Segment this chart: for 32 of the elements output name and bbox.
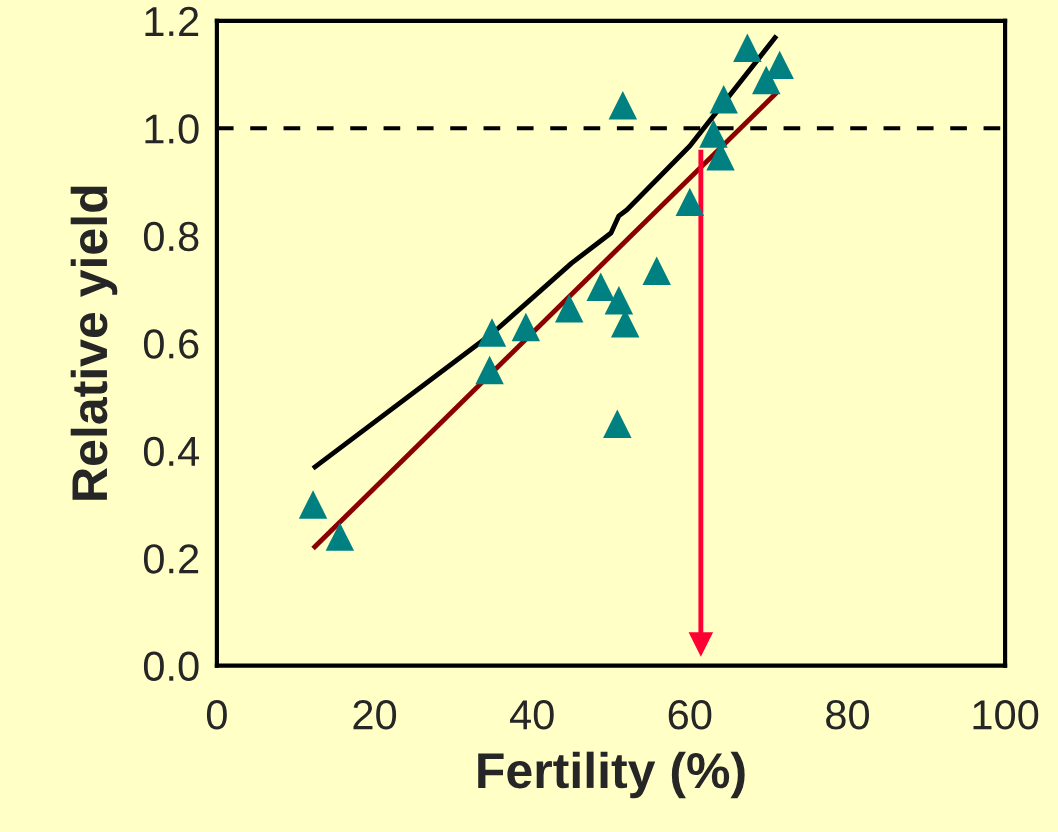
y-tick-label: 1.2: [145, 6, 199, 36]
point: [689, 632, 713, 656]
point: [699, 119, 728, 148]
point: [298, 490, 328, 519]
point: [511, 312, 541, 342]
x-axis-title: Fertility (%): [478, 751, 745, 799]
y-tick-label: 0.8: [143, 221, 199, 252]
point: [752, 65, 781, 95]
point: [642, 256, 671, 285]
y-axis-title: Relative yield: [70, 186, 118, 500]
x-tick-label: 0: [206, 700, 227, 730]
point: [325, 522, 355, 551]
point: [709, 85, 738, 114]
point: [733, 33, 762, 62]
y-tick-label: 0.0: [143, 651, 199, 682]
y-tick-label: 0.4: [143, 436, 200, 467]
y-tick-label: 0.6: [143, 329, 199, 359]
x-tick-label: 20: [353, 700, 397, 730]
x-tick-label: 60: [668, 700, 712, 730]
point: [554, 294, 584, 323]
point: [603, 409, 632, 439]
x-tick-label: 100: [973, 700, 1039, 730]
point: [586, 272, 615, 302]
x-tick-label: 40: [509, 700, 554, 730]
point: [675, 187, 705, 217]
x-tick-label: 80: [826, 700, 869, 730]
point: [608, 90, 638, 120]
y-tick-label: 0.2: [143, 544, 199, 574]
point: [475, 355, 504, 385]
point: [604, 285, 634, 315]
point: [477, 318, 507, 347]
y-tick-label: 1.0: [145, 114, 199, 144]
